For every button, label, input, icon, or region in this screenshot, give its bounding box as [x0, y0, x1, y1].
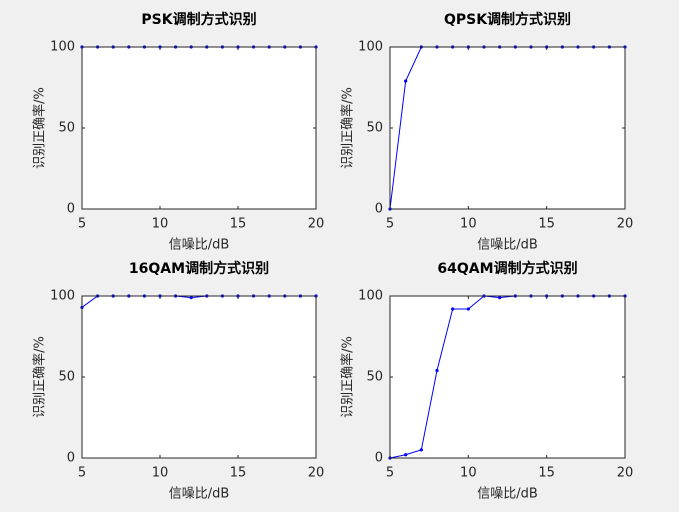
data-point	[419, 448, 423, 452]
y-tick-label: 100	[50, 289, 75, 304]
x-tick-label: 20	[308, 217, 325, 232]
data-point	[466, 307, 470, 311]
data-point	[404, 453, 408, 457]
x-axis-label: 信噪比/dB	[477, 487, 538, 502]
x-tick-label: 10	[460, 466, 477, 481]
y-tick-label: 100	[50, 40, 75, 55]
x-tick-label: 10	[152, 217, 169, 232]
x-axis-label: 信噪比/dB	[169, 487, 230, 502]
axes-box	[81, 46, 317, 210]
data-point	[435, 368, 439, 373]
axes-box	[389, 46, 626, 210]
x-axis-label: 信噪比/dB	[477, 238, 538, 253]
x-axis-label: 信噪比/dB	[169, 238, 230, 253]
y-tick-label: 0	[67, 451, 75, 466]
x-tick-label: 20	[308, 466, 325, 481]
x-tick-label: 5	[78, 217, 86, 232]
x-tick-label: 15	[538, 217, 555, 232]
data-point	[498, 296, 502, 300]
x-tick-label: 20	[617, 217, 634, 232]
y-tick-label: 0	[375, 202, 383, 217]
x-tick-label: 15	[230, 217, 247, 232]
axes-box	[389, 295, 626, 459]
x-tick-label: 10	[152, 466, 169, 481]
y-tick-label: 100	[358, 40, 383, 55]
x-tick-label: 15	[538, 466, 555, 481]
y-tick-label: 100	[358, 289, 383, 304]
chart-title: 16QAM调制方式识别	[129, 260, 269, 277]
axes-box	[81, 295, 317, 459]
axes-background	[82, 296, 316, 458]
x-tick-label: 15	[230, 466, 247, 481]
x-tick-label: 20	[617, 466, 634, 481]
y-axis-label: 识别正确率/%	[32, 87, 48, 169]
y-tick-label: 0	[67, 202, 75, 217]
y-tick-label: 50	[366, 370, 383, 385]
y-tick-label: 50	[58, 370, 75, 385]
data-point	[451, 307, 455, 311]
y-axis-label: 识别正确率/%	[340, 87, 356, 169]
y-tick-label: 50	[366, 121, 383, 136]
axes-background	[390, 47, 625, 209]
y-axis-label: 识别正确率/%	[32, 336, 48, 418]
axes-background	[390, 296, 625, 458]
y-tick-label: 50	[58, 121, 75, 136]
y-tick-label: 0	[375, 451, 383, 466]
x-tick-label: 5	[386, 466, 394, 481]
chart-title: QPSK调制方式识别	[444, 11, 571, 28]
x-tick-label: 5	[386, 217, 394, 232]
y-axis-label: 识别正确率/%	[340, 336, 356, 418]
data-point	[189, 296, 193, 300]
chart-title: PSK调制方式识别	[141, 11, 256, 28]
axes-background	[82, 47, 316, 209]
x-tick-label: 10	[460, 217, 477, 232]
chart-title: 64QAM调制方式识别	[437, 260, 577, 277]
x-tick-label: 5	[78, 466, 86, 481]
data-point	[404, 79, 408, 83]
